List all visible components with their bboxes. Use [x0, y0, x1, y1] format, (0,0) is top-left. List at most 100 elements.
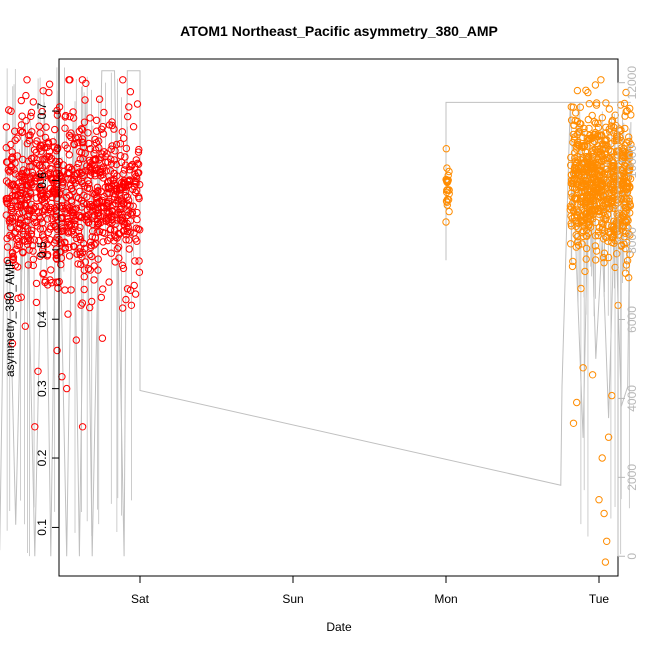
data-point: [53, 255, 61, 263]
data-point: [620, 194, 629, 202]
data-point: [11, 261, 20, 269]
data-point: [588, 111, 596, 120]
data-point: [17, 121, 26, 129]
data-point: [27, 108, 36, 117]
data-point: [99, 163, 108, 171]
data-point: [121, 153, 129, 161]
data-point: [596, 171, 605, 180]
data-point: [103, 209, 111, 217]
data-point: [95, 209, 103, 217]
data-point: [572, 243, 580, 251]
data-point: [132, 156, 141, 164]
data-point: [45, 80, 54, 88]
data-point: [65, 191, 74, 200]
data-point: [573, 233, 582, 241]
data-point: [131, 290, 140, 298]
data-point: [78, 126, 87, 134]
data-point: [93, 187, 102, 196]
data-point: [613, 147, 621, 155]
data-point: [119, 304, 127, 312]
data-point: [71, 215, 80, 223]
data-point: [589, 153, 597, 161]
data-point: [61, 286, 69, 294]
data-point: [86, 166, 94, 175]
data-point: [24, 157, 33, 165]
data-point: [621, 141, 629, 150]
data-point: [603, 537, 611, 545]
data-point: [118, 261, 127, 269]
data-point: [585, 208, 594, 216]
data-point: [591, 256, 600, 264]
data-point: [73, 250, 81, 258]
data-point: [586, 212, 594, 220]
data-point: [135, 145, 143, 154]
data-point: [597, 131, 606, 139]
data-point: [569, 257, 577, 266]
data-point: [62, 384, 71, 393]
data-point: [583, 186, 591, 194]
data-point: [594, 188, 603, 197]
data-point: [100, 148, 108, 156]
data-point: [90, 156, 99, 164]
data-point: [131, 257, 139, 265]
data-point: [568, 262, 577, 271]
data-point: [11, 228, 20, 236]
data-point: [609, 164, 618, 173]
data-point: [126, 286, 135, 294]
data-point: [581, 210, 590, 218]
data-point: [8, 192, 17, 200]
data-point: [52, 147, 61, 155]
data-point: [126, 209, 135, 218]
data-point: [125, 103, 133, 111]
data-point: [77, 169, 86, 178]
y2-tick-label: 8000: [625, 227, 639, 254]
data-point: [621, 269, 630, 277]
data-point: [582, 197, 591, 205]
data-point: [13, 202, 22, 211]
data-point: [119, 170, 127, 178]
y-axis-label: asymmetry_380_AMP: [3, 259, 17, 377]
data-point: [67, 228, 76, 236]
data-point: [110, 156, 119, 164]
data-point: [78, 299, 87, 307]
data-point: [85, 139, 93, 148]
data-point: [70, 140, 78, 148]
data-point: [80, 285, 88, 294]
data-point: [95, 219, 103, 228]
data-point: [79, 239, 88, 248]
data-point: [133, 186, 141, 195]
data-point: [576, 183, 585, 192]
data-point: [22, 117, 30, 125]
data-point: [567, 161, 575, 170]
data-point: [97, 293, 106, 302]
data-point: [124, 181, 132, 189]
data-point: [579, 364, 587, 372]
data-point: [23, 169, 31, 177]
y-tick-label: 0.7: [35, 102, 49, 119]
data-point: [3, 256, 11, 265]
data-point: [590, 118, 598, 126]
data-point: [136, 226, 144, 234]
data-point: [594, 119, 602, 128]
data-point: [74, 138, 82, 147]
data-point: [3, 243, 12, 251]
data-point: [625, 167, 633, 176]
data-point: [84, 215, 92, 223]
data-point: [104, 177, 113, 186]
data-point: [28, 162, 36, 170]
data-point: [82, 79, 90, 88]
data-point: [598, 454, 606, 462]
data-point: [72, 204, 81, 213]
data-point: [42, 123, 50, 131]
data-point: [122, 236, 130, 244]
data-point: [3, 199, 12, 208]
data-point: [601, 144, 609, 153]
data-point: [2, 195, 11, 203]
data-point: [133, 159, 142, 168]
data-point: [14, 263, 22, 271]
data-point: [115, 243, 123, 251]
data-point: [133, 100, 142, 108]
data-point: [125, 245, 134, 253]
data-point: [606, 128, 614, 136]
data-point: [2, 123, 11, 131]
